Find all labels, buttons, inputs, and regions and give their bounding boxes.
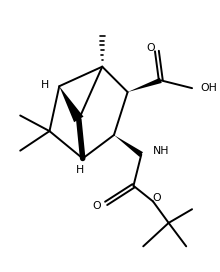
Text: OH: OH <box>200 83 217 93</box>
Text: H: H <box>76 165 84 175</box>
Polygon shape <box>128 78 162 92</box>
Text: O: O <box>152 193 161 203</box>
Text: O: O <box>147 42 155 52</box>
Polygon shape <box>114 135 143 157</box>
Polygon shape <box>59 86 84 122</box>
Text: O: O <box>92 201 101 211</box>
Text: H: H <box>41 80 49 90</box>
Text: NH: NH <box>153 146 169 156</box>
